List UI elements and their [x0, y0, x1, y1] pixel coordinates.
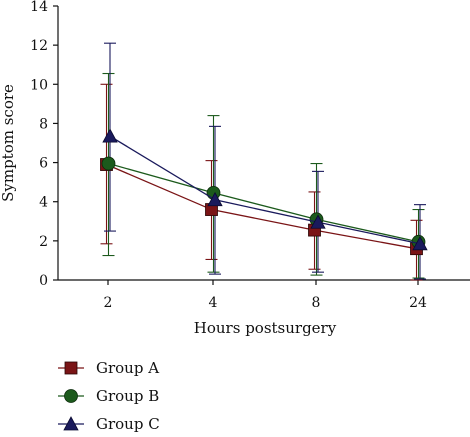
legend-item-group-b: Group B	[58, 387, 159, 405]
y-tick-label: 12	[30, 38, 48, 54]
y-tick-label: 4	[39, 195, 48, 211]
y-tick-label: 2	[39, 234, 48, 250]
x-tick-label: 2	[104, 295, 113, 311]
y-tick-label: 10	[30, 77, 48, 93]
y-tick-label: 14	[30, 0, 48, 15]
x-tick-label: 4	[209, 295, 218, 311]
series-layer	[100, 42, 428, 281]
series-group-c	[102, 128, 428, 251]
y-ticks: 0 2 4 6 8 10 12 14	[30, 0, 58, 289]
y-tick-label: 8	[39, 116, 48, 132]
series-group-a	[100, 158, 423, 256]
legend-marker	[63, 416, 79, 431]
series-line	[108, 162, 419, 243]
x-axis-label: Hours postsurgery	[194, 319, 337, 337]
data-point	[207, 191, 223, 207]
series-line	[106, 163, 417, 250]
data-point	[412, 235, 428, 251]
legend: Group A Group B Group C	[58, 359, 160, 433]
legend-marker	[64, 361, 78, 375]
data-point	[310, 214, 326, 229]
x-tick-label: 8	[312, 295, 321, 311]
legend-item-group-a: Group A	[58, 359, 159, 377]
legend-item-group-c: Group C	[58, 415, 160, 433]
legend-label: Group C	[96, 415, 160, 433]
legend-label: Group A	[96, 359, 159, 377]
x-ticks: 2 4 8 24	[104, 280, 427, 311]
y-axis-label: Symptom score	[0, 84, 17, 202]
y-tick-label: 6	[39, 156, 48, 172]
y-tick-label: 0	[39, 273, 48, 289]
legend-label: Group B	[96, 387, 159, 405]
data-point	[102, 128, 118, 143]
data-point	[101, 156, 116, 171]
series-line	[109, 135, 421, 245]
legend-marker	[64, 389, 78, 403]
x-tick-label: 24	[409, 295, 427, 311]
